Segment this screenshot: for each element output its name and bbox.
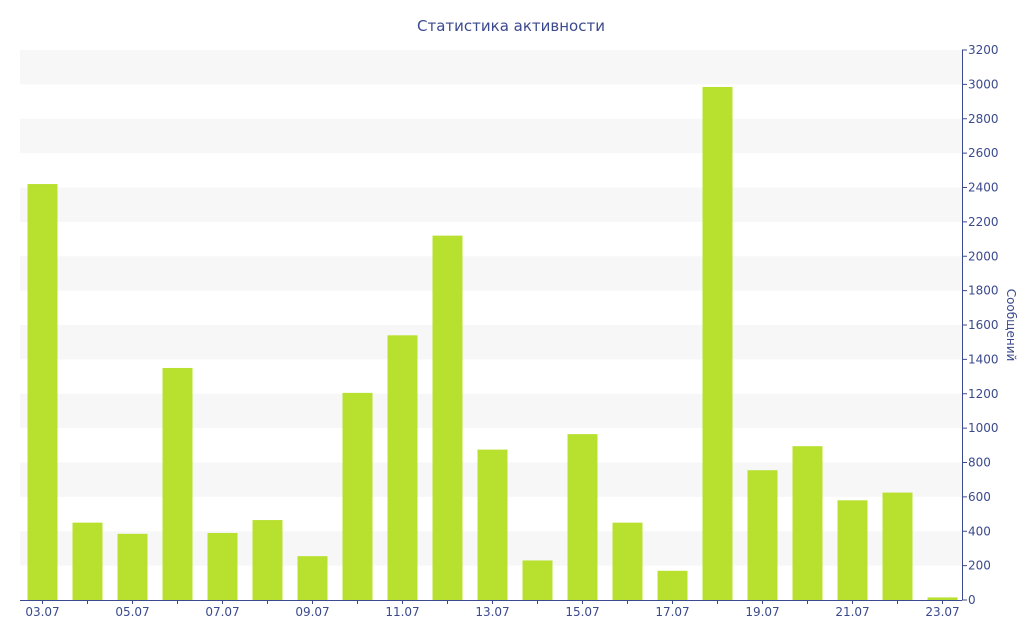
x-tick-label: 15.07 (565, 605, 599, 619)
y-tick-label: 200 (968, 559, 991, 573)
bar-07.07[interactable] (207, 532, 238, 600)
x-tick-labels: 03.07 05.07 07.07 09.07 11.07 13.07 15.07 17.07… (25, 600, 960, 619)
y-tick-label: 1200 (968, 387, 999, 401)
chart-title: Статистика активности (417, 17, 605, 35)
x-tick-label: 11.07 (385, 605, 419, 619)
bar-05.07[interactable] (117, 533, 148, 600)
y-axis-title: Сообщений (1004, 289, 1018, 362)
y-tick-label: 600 (968, 490, 991, 504)
x-tick-label: 09.07 (295, 605, 329, 619)
bar-13.07[interactable] (477, 449, 508, 600)
bar-09.07[interactable] (297, 556, 328, 600)
y-tick-label: 2000 (968, 249, 999, 263)
bar-19.07[interactable] (747, 470, 778, 600)
bar-14.07[interactable] (522, 560, 553, 600)
grid-band (20, 187, 962, 222)
bar-08.07[interactable] (252, 520, 283, 600)
bar-15.07[interactable] (567, 434, 598, 600)
bar-11.07[interactable] (387, 335, 418, 600)
x-tick-label: 07.07 (205, 605, 239, 619)
bar-18.07[interactable] (702, 86, 733, 600)
grid-band (20, 118, 962, 154)
bar-23.07[interactable] (927, 597, 958, 600)
y-tick-label: 1600 (968, 318, 999, 332)
y-tick-label: 800 (968, 456, 991, 470)
y-tick-label: 0 (968, 593, 976, 607)
bar-20.07[interactable] (792, 446, 823, 600)
grid-band (20, 325, 962, 360)
y-tick-label: 1400 (968, 352, 999, 366)
bar-16.07[interactable] (612, 522, 643, 600)
x-tick-label: 17.07 (655, 605, 689, 619)
x-tick-label: 03.07 (25, 605, 59, 619)
grid-band (20, 50, 962, 85)
y-tick-label: 1000 (968, 421, 999, 435)
y-tick-label: 400 (968, 524, 991, 538)
y-tick-label: 2800 (968, 112, 999, 126)
y-tick-label: 2400 (968, 181, 999, 195)
grid-band (20, 256, 962, 291)
bar-10.07[interactable] (342, 392, 373, 600)
bar-21.07[interactable] (837, 500, 868, 600)
x-tick-label: 19.07 (745, 605, 779, 619)
y-tick-label: 1800 (968, 284, 999, 298)
bars (27, 86, 958, 600)
y-tick-label: 3000 (968, 77, 999, 91)
x-tick-label: 23.07 (925, 605, 959, 619)
y-tick-label: 2200 (968, 215, 999, 229)
x-tick-label: 13.07 (475, 605, 509, 619)
x-tick-label: 05.07 (115, 605, 149, 619)
bar-06.07[interactable] (162, 367, 193, 600)
bar-12.07[interactable] (432, 235, 463, 600)
y-tick-label: 3200 (968, 43, 999, 57)
x-tick-label: 21.07 (835, 605, 869, 619)
bar-22.07[interactable] (882, 492, 913, 600)
y-tick-label: 2600 (968, 146, 999, 160)
bar-04.07[interactable] (72, 522, 103, 600)
bar-17.07[interactable] (657, 570, 688, 600)
grid-band (20, 393, 962, 429)
bar-03.07[interactable] (27, 184, 58, 600)
y-tick-labels: 0 200 400 600 800 1000 1200 1400 1600 1800 2000 220… (962, 43, 999, 607)
